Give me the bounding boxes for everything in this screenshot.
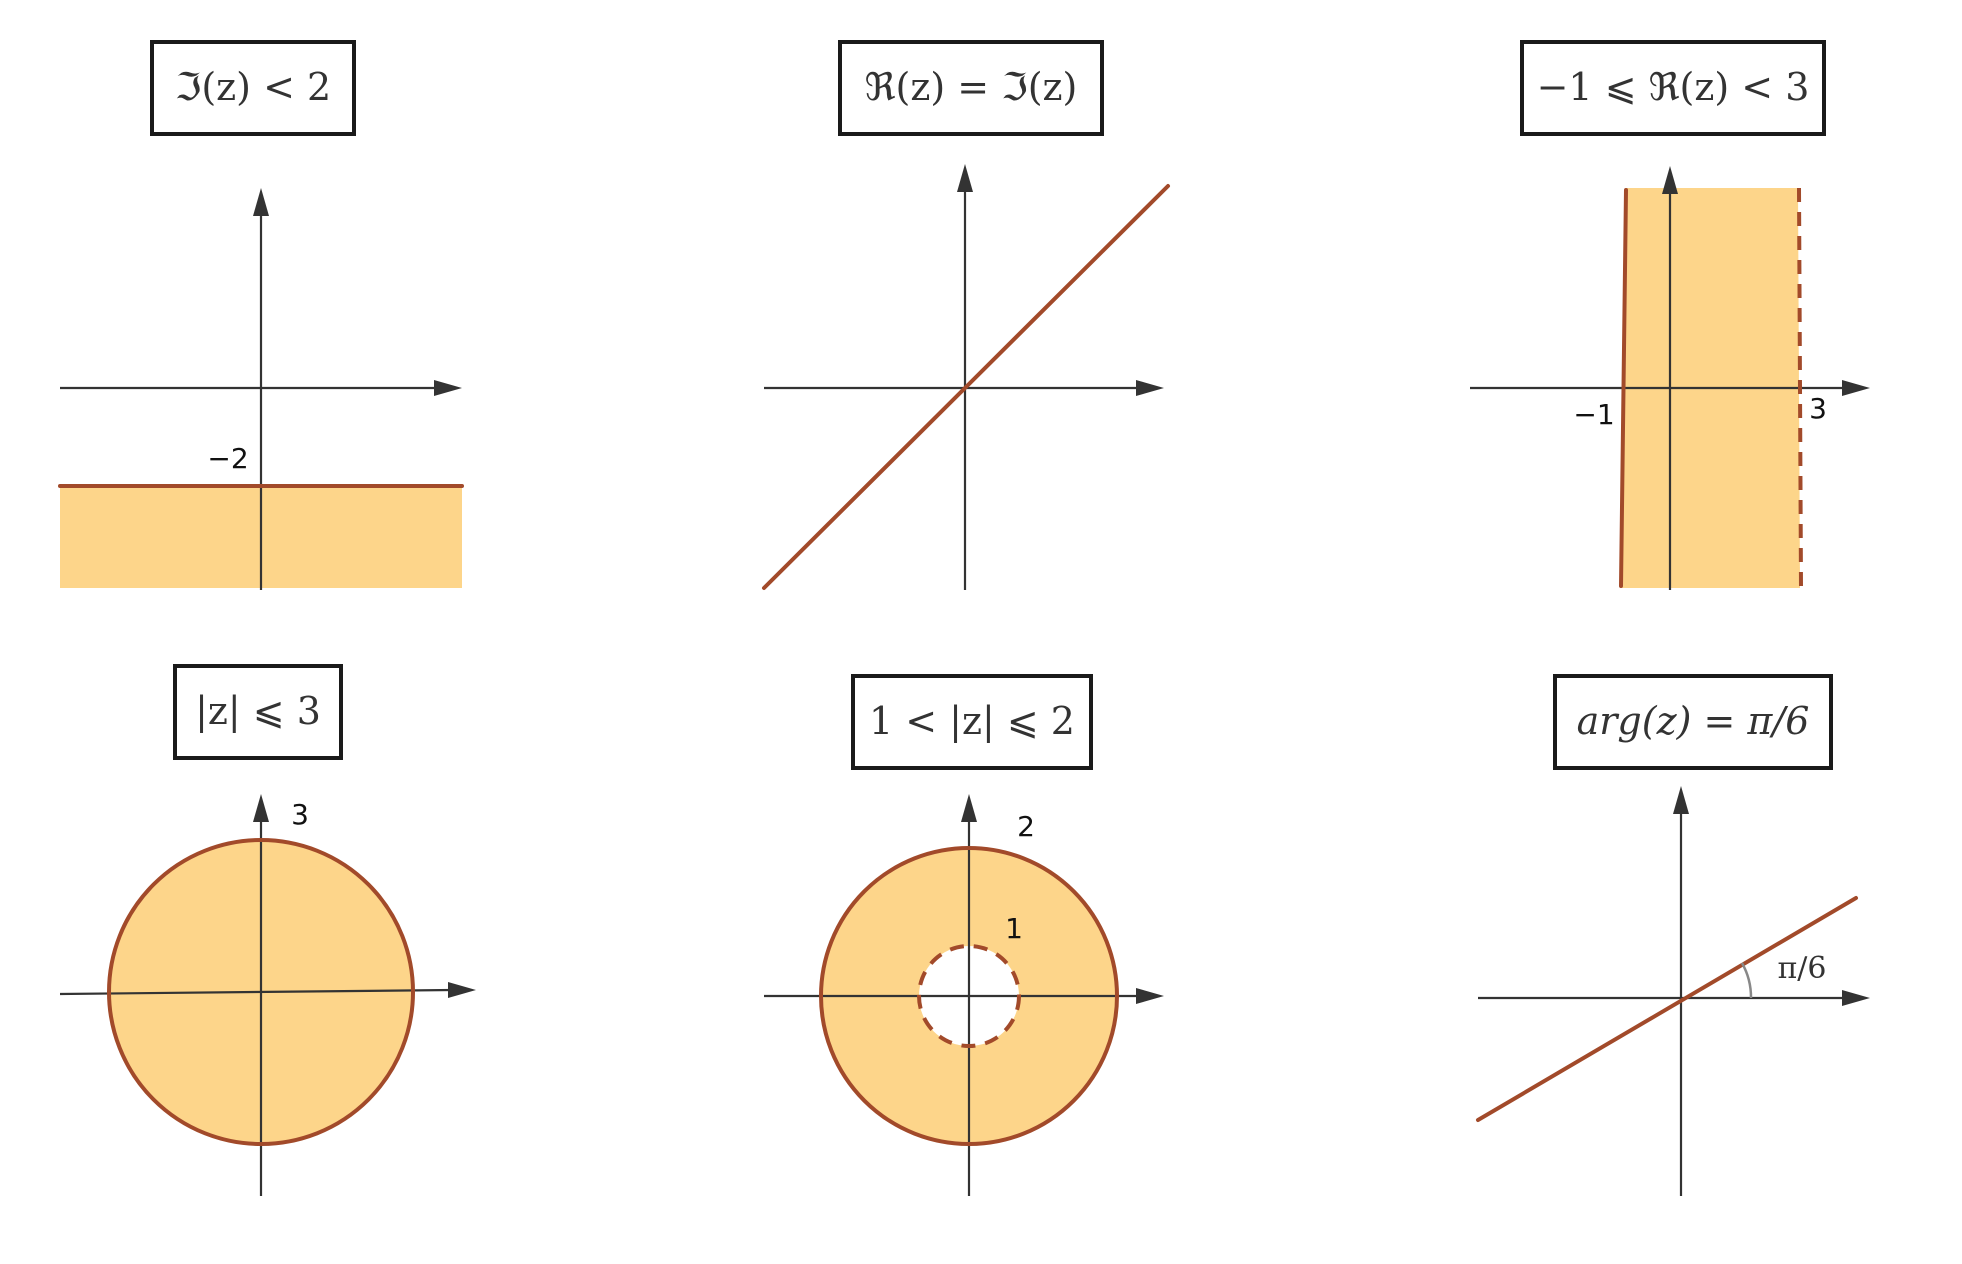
angle-arc bbox=[1740, 962, 1753, 999]
panel-label: ℑ(z) < 2 bbox=[175, 65, 331, 109]
real-axis-arrow-icon bbox=[1842, 380, 1870, 396]
axes bbox=[59, 794, 476, 1196]
label-box bbox=[1520, 40, 1826, 136]
axes bbox=[1470, 166, 1870, 590]
tick-label: 3 bbox=[291, 798, 309, 831]
real-axis-arrow-icon bbox=[434, 380, 462, 396]
real-axis-arrow-icon bbox=[1136, 988, 1164, 1004]
panel-label: |z| ⩽ 3 bbox=[195, 689, 321, 733]
imaginary-axis-arrow-icon bbox=[1662, 166, 1678, 194]
panel-im-less-than-2: ℑ(z) < 2 −2 bbox=[58, 40, 464, 590]
panel-argument-ray: arg(z) = π/6 π/6 bbox=[1476, 674, 1870, 1196]
solid-boundary-left bbox=[1619, 188, 1628, 588]
label-box bbox=[173, 664, 343, 760]
panel-label: 1 < |z| ⩽ 2 bbox=[869, 699, 1075, 743]
label-box bbox=[838, 40, 1104, 136]
imaginary-axis-arrow-icon bbox=[253, 794, 269, 822]
imaginary-axis-arrow-icon bbox=[957, 164, 973, 192]
real-axis-arrow-icon bbox=[1842, 990, 1870, 1006]
solid-circle-boundary bbox=[107, 838, 415, 1146]
angle-label: π/6 bbox=[1778, 951, 1827, 986]
axes bbox=[60, 188, 462, 590]
imaginary-axis-arrow-icon bbox=[961, 794, 977, 822]
diagonal-line bbox=[762, 184, 1170, 590]
panel-label: arg(z) = π/6 bbox=[1577, 699, 1810, 743]
imaginary-axis-arrow-icon bbox=[253, 188, 269, 216]
tick-label: 3 bbox=[1809, 392, 1827, 425]
tick-label: 2 bbox=[1017, 810, 1035, 843]
real-axis bbox=[59, 988, 453, 996]
imaginary-axis-arrow-icon bbox=[1673, 786, 1689, 814]
dashed-boundary-right bbox=[1797, 187, 1803, 589]
shaded-annulus bbox=[821, 848, 1117, 1144]
label-box bbox=[851, 674, 1093, 770]
axes bbox=[1478, 786, 1870, 1196]
label-box bbox=[1553, 674, 1833, 770]
panel-label: −1 ⩽ ℜ(z) < 3 bbox=[1537, 65, 1810, 109]
tick-label: −1 bbox=[1573, 398, 1614, 431]
panel-annulus: 1 < |z| ⩽ 2 2 1 bbox=[764, 674, 1164, 1196]
dashed-inner-circle bbox=[917, 944, 1021, 1048]
panel-closed-disk: |z| ⩽ 3 3 bbox=[59, 664, 476, 1196]
panel-re-equals-im: ℜ(z) = ℑ(z) bbox=[762, 40, 1170, 590]
label-box bbox=[150, 40, 356, 136]
tick-label: −2 bbox=[207, 442, 248, 475]
panel-label: ℜ(z) = ℑ(z) bbox=[865, 65, 1078, 109]
real-axis-arrow-icon bbox=[448, 982, 476, 998]
solid-outer-circle bbox=[819, 846, 1119, 1146]
panel-vertical-strip: −1 ⩽ ℜ(z) < 3 −1 3 bbox=[1470, 40, 1870, 590]
axes bbox=[764, 794, 1164, 1196]
tick-label: 1 bbox=[1005, 912, 1023, 945]
angle-line bbox=[1476, 896, 1858, 1122]
real-axis-arrow-icon bbox=[1136, 380, 1164, 396]
